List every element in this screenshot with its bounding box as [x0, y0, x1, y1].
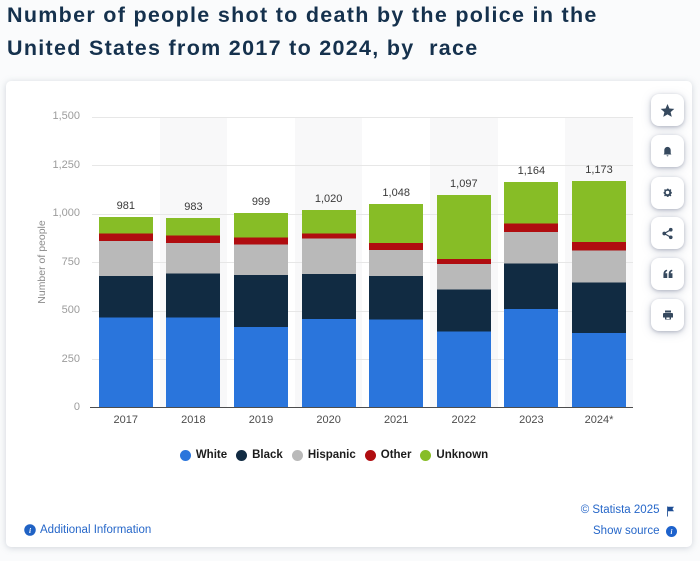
svg-text:i: i	[29, 525, 32, 534]
svg-text:i: i	[670, 529, 672, 536]
